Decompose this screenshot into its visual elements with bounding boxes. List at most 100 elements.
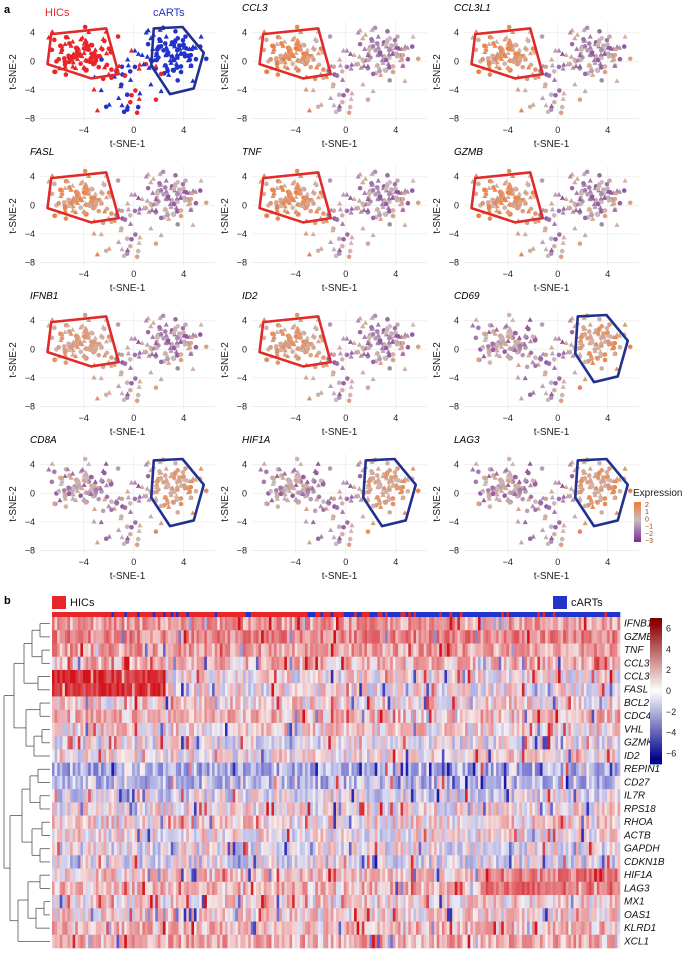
- scatter-point: [560, 384, 566, 389]
- scatter-point: [127, 365, 134, 370]
- heatmap-cell: [472, 683, 476, 697]
- scatter-point: [66, 491, 72, 497]
- heatmap-cell: [268, 630, 272, 644]
- heatmap-cell: [578, 630, 582, 644]
- scatter-point: [382, 355, 388, 361]
- column-annotation: [560, 612, 564, 617]
- scatter-point: [97, 197, 104, 203]
- scatter-point: [586, 62, 592, 68]
- scatter-point: [188, 207, 194, 212]
- heatmap-cell: [447, 683, 450, 697]
- legend-carts: cARTs: [153, 7, 185, 19]
- heatmap-cell: [589, 656, 592, 671]
- scatter-point: [52, 501, 57, 506]
- heatmap-cell: [315, 669, 319, 684]
- heatmap-cell: [93, 643, 97, 658]
- column-annotation: [431, 612, 435, 617]
- heatmap-cell: [85, 617, 89, 631]
- heatmap-cell: [199, 669, 203, 684]
- heatmap-cell: [346, 683, 350, 697]
- heatmap-cell: [281, 630, 285, 644]
- scatter-point: [524, 468, 530, 474]
- scatter-point: [572, 179, 578, 185]
- column-annotation: [147, 612, 151, 617]
- tsne-subplot: HIF1A−4 0 440−4−8t-SNE-1t-SNE-2: [220, 435, 427, 582]
- heatmap-cell: [338, 683, 342, 697]
- heatmap-cell: [413, 669, 417, 684]
- scatter-point: [587, 177, 593, 183]
- scatter-point: [365, 52, 371, 58]
- heatmap-cell: [591, 643, 595, 658]
- heatmap-cell: [62, 683, 66, 697]
- heatmap-cell: [527, 617, 530, 631]
- scatter-point: [286, 192, 292, 198]
- scatter-point: [293, 194, 299, 199]
- column-annotation: [253, 612, 257, 617]
- y-tick-label: 0: [30, 200, 35, 210]
- column-annotation: [573, 612, 577, 617]
- scatter-point: [296, 331, 302, 337]
- heatmap-legend-hics-swatch: [52, 596, 66, 609]
- scatter-point: [175, 180, 181, 185]
- heatmap-cell: [485, 683, 489, 697]
- x-tick-label: −4: [79, 125, 89, 135]
- heatmap-cell: [139, 669, 143, 684]
- scatter-point: [612, 52, 618, 58]
- scatter-point: [616, 189, 623, 194]
- scatter-point: [74, 195, 80, 201]
- scatter-point: [601, 51, 608, 56]
- scatter-point: [103, 482, 110, 488]
- scatter-point: [549, 200, 555, 206]
- scatter-point: [559, 51, 566, 56]
- scatter-point: [347, 51, 354, 56]
- heatmap-cell: [426, 669, 430, 684]
- gene-title: HIF1A: [242, 435, 271, 446]
- scatter-point: [271, 43, 277, 48]
- heatmap-cell: [160, 617, 164, 631]
- heatmap-cell: [95, 630, 99, 644]
- column-annotation: [93, 612, 97, 617]
- heatmap-cell: [454, 630, 458, 644]
- scatter-point: [358, 209, 364, 214]
- scatter-point: [402, 78, 408, 83]
- heatmap-cell: [243, 669, 246, 684]
- scatter-point: [561, 61, 567, 67]
- heatmap-cell: [90, 656, 94, 671]
- scatter-point: [569, 41, 575, 47]
- heatmap-legend-carts: cARTs: [571, 597, 603, 609]
- heatmap-cell: [410, 656, 414, 671]
- heatmap-cell: [346, 617, 350, 631]
- scatter-point: [290, 493, 295, 499]
- heatmap-cell: [276, 656, 280, 671]
- heatmap-cell: [175, 617, 179, 631]
- heatmap-cell: [64, 630, 68, 644]
- scatter-point: [127, 77, 134, 82]
- scatter-point: [585, 336, 590, 341]
- scatter-point: [198, 465, 204, 471]
- scatter-point: [326, 500, 332, 505]
- heatmap-cell: [359, 617, 363, 631]
- scatter-point: [104, 62, 110, 68]
- heatmap-cell: [147, 683, 151, 697]
- heatmap-cell: [558, 630, 561, 644]
- scatter-point: [197, 332, 203, 337]
- scatter-point: [501, 51, 508, 57]
- y-tick-label: 0: [454, 56, 459, 66]
- column-annotation: [263, 612, 267, 617]
- scatter-point: [385, 317, 390, 322]
- heatmap-cell: [573, 669, 577, 684]
- scatter-point: [548, 92, 554, 98]
- heatmap-cell: [341, 683, 345, 697]
- scatter-point: [597, 461, 602, 466]
- heatmap-cell: [333, 617, 337, 631]
- scatter-point: [375, 321, 381, 327]
- scatter-point: [165, 338, 171, 343]
- heatmap-cell: [54, 696, 58, 710]
- scatter-point: [312, 36, 318, 42]
- heatmap-cell: [612, 643, 616, 658]
- scatter-point: [157, 469, 162, 474]
- heatmap-cell: [372, 617, 376, 631]
- heatmap-cell: [496, 643, 499, 658]
- scatter-point: [171, 345, 177, 351]
- scatter-point: [480, 488, 486, 494]
